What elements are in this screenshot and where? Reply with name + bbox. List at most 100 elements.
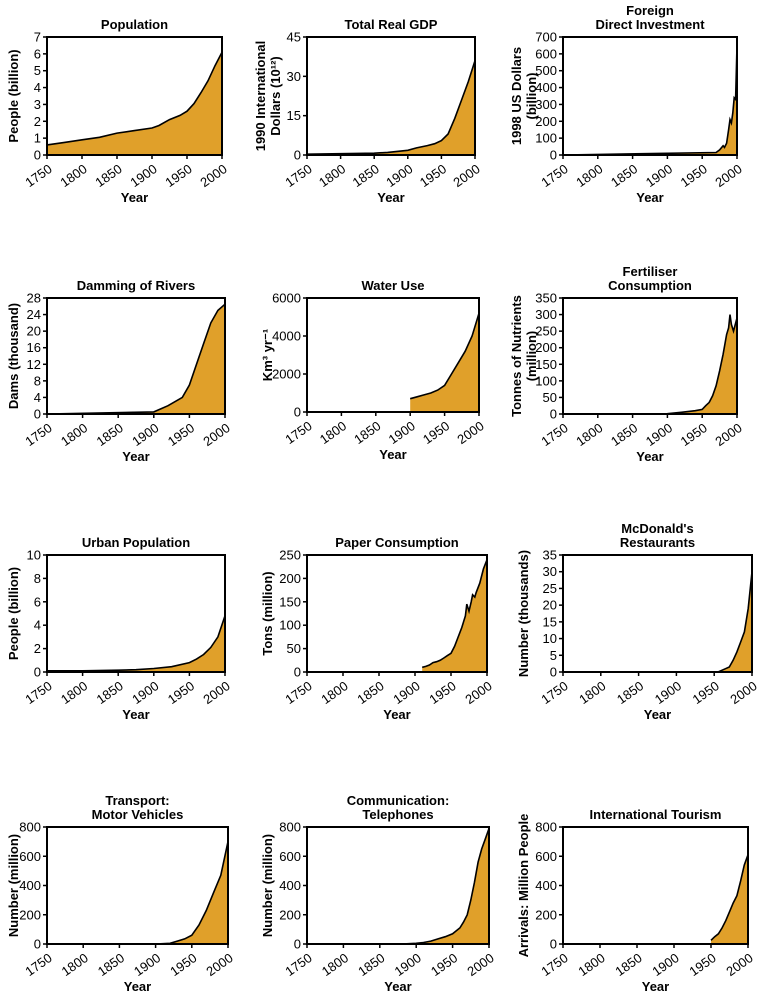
x-tick-label: 1750 bbox=[22, 420, 54, 449]
y-tick-label: 6 bbox=[34, 46, 41, 61]
y-tick-label: 6000 bbox=[272, 291, 301, 306]
series-area bbox=[718, 571, 752, 672]
y-axis-label: Tonnes of Nutrients bbox=[509, 295, 524, 417]
series-line bbox=[46, 51, 223, 146]
y-tick-label: 600 bbox=[535, 46, 557, 61]
y-tick-label: 0 bbox=[34, 148, 41, 163]
x-axis-label: Year bbox=[636, 190, 663, 205]
chart-title: Total Real GDP bbox=[345, 17, 438, 32]
x-tick-label: 1850 bbox=[608, 420, 640, 449]
y-tick-label: 200 bbox=[19, 907, 41, 922]
series-area bbox=[47, 304, 225, 414]
y-tick-label: 7 bbox=[34, 30, 41, 45]
y-tick-label: 12 bbox=[27, 357, 41, 372]
y-tick-label: 300 bbox=[535, 97, 557, 112]
x-tick-label: 1800 bbox=[58, 678, 90, 707]
y-tick-label: 200 bbox=[535, 340, 557, 355]
x-axis-label: Year bbox=[384, 979, 411, 994]
x-axis-label: Year bbox=[379, 447, 406, 462]
x-tick-label: 1900 bbox=[643, 420, 675, 449]
y-tick-label: 400 bbox=[535, 80, 557, 95]
y-axis-label: Dollars (10¹²) bbox=[268, 56, 283, 135]
x-tick-label: 1950 bbox=[417, 161, 449, 190]
x-tick-label: 1800 bbox=[317, 418, 349, 447]
x-tick-label: 1900 bbox=[390, 678, 422, 707]
chart-2: Total Real GDP 0 15 30 45 1750 1800 1850 1900 195… bbox=[253, 17, 483, 205]
x-tick-label: 2000 bbox=[727, 678, 759, 707]
x-tick-label: 1850 bbox=[95, 950, 127, 979]
series-line bbox=[562, 45, 738, 156]
plot-frame bbox=[306, 554, 488, 673]
series-area bbox=[410, 313, 479, 412]
x-tick-label: 1850 bbox=[354, 678, 386, 707]
x-tick-label: 1750 bbox=[282, 161, 314, 190]
y-tick-label: 28 bbox=[27, 291, 41, 306]
y-tick-label: 16 bbox=[27, 340, 41, 355]
y-tick-label: 350 bbox=[535, 291, 557, 306]
y-tick-label: 150 bbox=[279, 594, 301, 609]
x-axis-label: Year bbox=[383, 707, 410, 722]
y-tick-label: 200 bbox=[279, 571, 301, 586]
x-tick-label: 1850 bbox=[92, 161, 124, 190]
y-tick-label: 0 bbox=[550, 665, 557, 680]
x-tick-label: 1800 bbox=[573, 420, 605, 449]
y-tick-label: 45 bbox=[287, 30, 301, 45]
chart-title: Direct Investment bbox=[595, 17, 705, 32]
series-area bbox=[47, 841, 228, 944]
y-tick-label: 2000 bbox=[272, 367, 301, 382]
series-area bbox=[422, 559, 487, 672]
x-tick-label: 1900 bbox=[652, 678, 684, 707]
x-tick-label: 1800 bbox=[318, 678, 350, 707]
x-tick-label: 1900 bbox=[643, 161, 675, 190]
x-tick-label: 1950 bbox=[165, 420, 197, 449]
y-axis-label: (billion) bbox=[524, 73, 539, 120]
y-tick-label: 2 bbox=[34, 114, 41, 129]
y-tick-label: 15 bbox=[287, 108, 301, 123]
x-tick-label: 1900 bbox=[131, 950, 163, 979]
series-line bbox=[717, 571, 753, 673]
x-tick-label: 1900 bbox=[649, 950, 681, 979]
y-tick-label: 0 bbox=[294, 937, 301, 952]
x-tick-label: 1850 bbox=[350, 161, 382, 190]
y-axis-label: Arrivals: Million People bbox=[516, 814, 531, 958]
y-axis-label: Tons (million) bbox=[260, 571, 275, 655]
y-axis-label: People (billion) bbox=[6, 567, 21, 660]
x-tick-label: 1750 bbox=[22, 161, 54, 190]
y-tick-label: 2 bbox=[34, 641, 41, 656]
x-tick-label: 1800 bbox=[576, 678, 608, 707]
y-tick-label: 5 bbox=[34, 63, 41, 78]
x-tick-label: 1950 bbox=[678, 420, 710, 449]
x-tick-label: 1950 bbox=[428, 950, 460, 979]
x-tick-label: 2000 bbox=[712, 420, 744, 449]
x-tick-label: 2000 bbox=[450, 161, 482, 190]
plot-frame bbox=[46, 297, 226, 415]
series-line bbox=[47, 615, 226, 672]
x-tick-label: 2000 bbox=[462, 678, 494, 707]
y-axis-label: People (billion) bbox=[6, 49, 21, 142]
x-tick-label: 1950 bbox=[167, 950, 199, 979]
y-tick-label: 800 bbox=[535, 820, 557, 835]
y-tick-label: 4 bbox=[34, 618, 41, 633]
y-tick-label: 25 bbox=[543, 581, 557, 596]
x-axis-label: Year bbox=[377, 190, 404, 205]
series-area bbox=[563, 45, 737, 155]
x-tick-label: 1950 bbox=[420, 418, 452, 447]
series-area bbox=[307, 828, 489, 944]
series-area bbox=[307, 60, 475, 155]
chart-title: Communication: bbox=[347, 793, 450, 808]
plot-frame bbox=[562, 554, 753, 673]
x-tick-label: 1850 bbox=[351, 418, 383, 447]
x-tick-label: 1850 bbox=[614, 678, 646, 707]
y-tick-label: 200 bbox=[279, 907, 301, 922]
x-tick-label: 1800 bbox=[59, 950, 91, 979]
chart-title: International Tourism bbox=[590, 807, 722, 822]
y-tick-label: 4 bbox=[34, 390, 41, 405]
y-tick-label: 0 bbox=[34, 665, 41, 680]
chart-title: Population bbox=[101, 17, 168, 32]
chart-5: Water Use 0 2000 4000 6000 1750 1800 1850 1900 19… bbox=[260, 278, 487, 462]
y-tick-label: 6 bbox=[34, 594, 41, 609]
x-tick-label: 2000 bbox=[454, 418, 486, 447]
y-tick-label: 20 bbox=[27, 324, 41, 339]
